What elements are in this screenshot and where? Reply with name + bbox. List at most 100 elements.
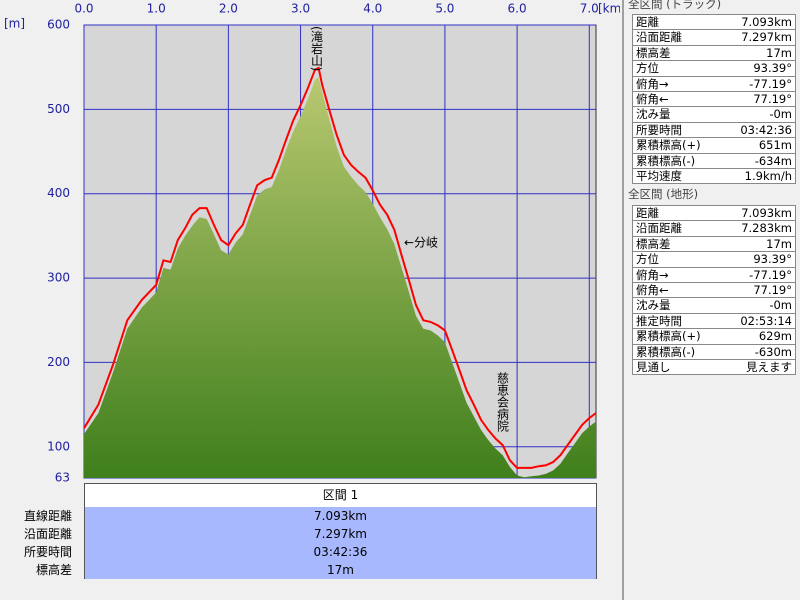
summary-row: 推定時間 02:53:14 (632, 313, 796, 330)
summary-label: 標高差 (636, 236, 671, 251)
summary-value: 03:42:36 (740, 122, 792, 137)
summary-value: -0m (769, 298, 792, 313)
track-line (83, 66, 597, 469)
x-unit: [km] (598, 2, 620, 16)
section-label: 直線距離 (23, 509, 72, 523)
summary-value: -630m (754, 344, 792, 359)
terrain-summary: 距離 7.093km 沿面距離 7.283km 標高差 17m 方位 93.39° 俯角→ -77… (632, 205, 796, 376)
summary-label: 所要時間 (636, 122, 682, 137)
summary-label: 累積標高(-) (636, 344, 696, 359)
summary-value: -0m (769, 107, 792, 122)
summary-label: 推定時間 (636, 313, 682, 328)
summary-row: 見通し 見えます (632, 359, 796, 376)
summary-label: 累積標高(+) (636, 329, 701, 344)
y-tick-label: 63 (55, 471, 70, 483)
x-tick-label: 4.0 (363, 2, 382, 16)
summary-value: 7.283km (741, 221, 792, 236)
summary-row: 沈み量 -0m (632, 107, 796, 123)
section-label: 沿面距離 (23, 527, 72, 541)
summary-label: 距離 (636, 206, 659, 220)
summary-label: 沈み量 (636, 298, 671, 313)
section-title: 区間 1 (84, 483, 597, 508)
y-tick-label: 200 (47, 355, 70, 369)
summary-label: 累積標高(-) (636, 153, 696, 168)
track-summary-title: 全区間 (トラック) (628, 0, 722, 11)
summary-row: 標高差 17m (632, 236, 796, 253)
terrain-area (84, 77, 596, 479)
summary-row: 俯角→ -77.19° (632, 267, 796, 283)
summary-label: 見通し (636, 359, 671, 374)
summary-label: 俯角→ (636, 267, 669, 282)
summary-value: 見えます (746, 359, 792, 374)
summary-value: 17m (766, 236, 792, 251)
summary-value: 17m (766, 45, 792, 60)
profile-chart: [m] [km] (滝岩山) ←分岐 慈恵会病院 0.0 1.0 2.0 3.0 4.0… (4, 2, 620, 483)
summary-row: 標高差 17m (632, 45, 796, 62)
summary-label: 沿面距離 (636, 221, 682, 236)
divider (622, 0, 624, 600)
summary-value: 77.19° (753, 282, 792, 297)
section-value: 7.297km (84, 525, 597, 543)
branch-annotation: ←分岐 (404, 236, 438, 250)
section-label: 標高差 (35, 563, 72, 577)
summary-value: 93.39° (753, 252, 792, 267)
summary-value: -77.19° (749, 267, 792, 282)
summary-label: 標高差 (636, 45, 671, 60)
x-tick-label: 0.0 (74, 2, 93, 16)
summary-label: 平均速度 (636, 168, 682, 183)
peak-annotation: (滝岩山) (310, 26, 324, 71)
summary-label: 俯角← (636, 91, 669, 106)
summary-row: 俯角← 77.19° (632, 91, 796, 108)
y-unit: [m] (4, 17, 25, 31)
summary-row: 距離 7.093km (632, 205, 796, 222)
summary-row: 方位 93.39° (632, 252, 796, 268)
summary-value: 93.39° (753, 61, 792, 76)
summary-value: 7.093km (741, 206, 792, 220)
track-summary: 距離 7.093km 沿面距離 7.297km 標高差 17m 方位 93.39° 俯角→ -77… (632, 14, 796, 185)
summary-value: 7.297km (741, 30, 792, 45)
summary-value: 1.9km/h (744, 168, 792, 183)
x-tick-label: 6.0 (508, 2, 527, 16)
y-tick-label: 600 (47, 18, 70, 32)
summary-row: 累積標高(+) 651m (632, 138, 796, 154)
summary-row: 沿面距離 7.297km (632, 30, 796, 46)
summary-label: 方位 (636, 252, 659, 267)
x-tick-label: 5.0 (435, 2, 454, 16)
y-tick-label: 500 (47, 102, 70, 116)
section-value: 03:42:36 (84, 543, 597, 561)
y-tick-label: 100 (47, 439, 70, 453)
section-value: 7.093km (84, 507, 597, 525)
summary-value: 629m (758, 329, 792, 344)
summary-label: 俯角→ (636, 76, 669, 91)
y-tick-label: 400 (47, 186, 70, 200)
x-tick-label: 2.0 (219, 2, 238, 16)
summary-value: -77.19° (749, 76, 792, 91)
summary-row: 累積標高(+) 629m (632, 329, 796, 345)
summary-row: 累積標高(-) -634m (632, 153, 796, 169)
summary-row: 平均速度 1.9km/h (632, 168, 796, 185)
summary-row: 俯角← 77.19° (632, 282, 796, 299)
summary-label: 方位 (636, 61, 659, 76)
x-tick-label: 7.0 (580, 2, 599, 16)
summary-row: 方位 93.39° (632, 61, 796, 77)
summary-row: 距離 7.093km (632, 14, 796, 31)
summary-row: 累積標高(-) -630m (632, 344, 796, 360)
summary-row: 俯角→ -77.19° (632, 76, 796, 92)
hospital-annotation: 慈恵会病院 (496, 371, 510, 432)
summary-value: 02:53:14 (740, 313, 792, 328)
terrain-summary-title: 全区間 (地形) (628, 187, 699, 201)
section-value: 17m (84, 561, 597, 579)
summary-value: -634m (754, 153, 792, 168)
y-tick-label: 300 (47, 271, 70, 285)
summary-label: 沈み量 (636, 107, 671, 122)
summary-label: 沿面距離 (636, 30, 682, 45)
summary-value: 651m (758, 138, 792, 153)
summary-row: 沿面距離 7.283km (632, 221, 796, 237)
summary-value: 77.19° (753, 91, 792, 106)
x-tick-label: 3.0 (291, 2, 310, 16)
summary-row: 沈み量 -0m (632, 298, 796, 314)
summary-label: 距離 (636, 15, 659, 29)
section-label: 所要時間 (23, 545, 72, 559)
summary-label: 俯角← (636, 282, 669, 297)
